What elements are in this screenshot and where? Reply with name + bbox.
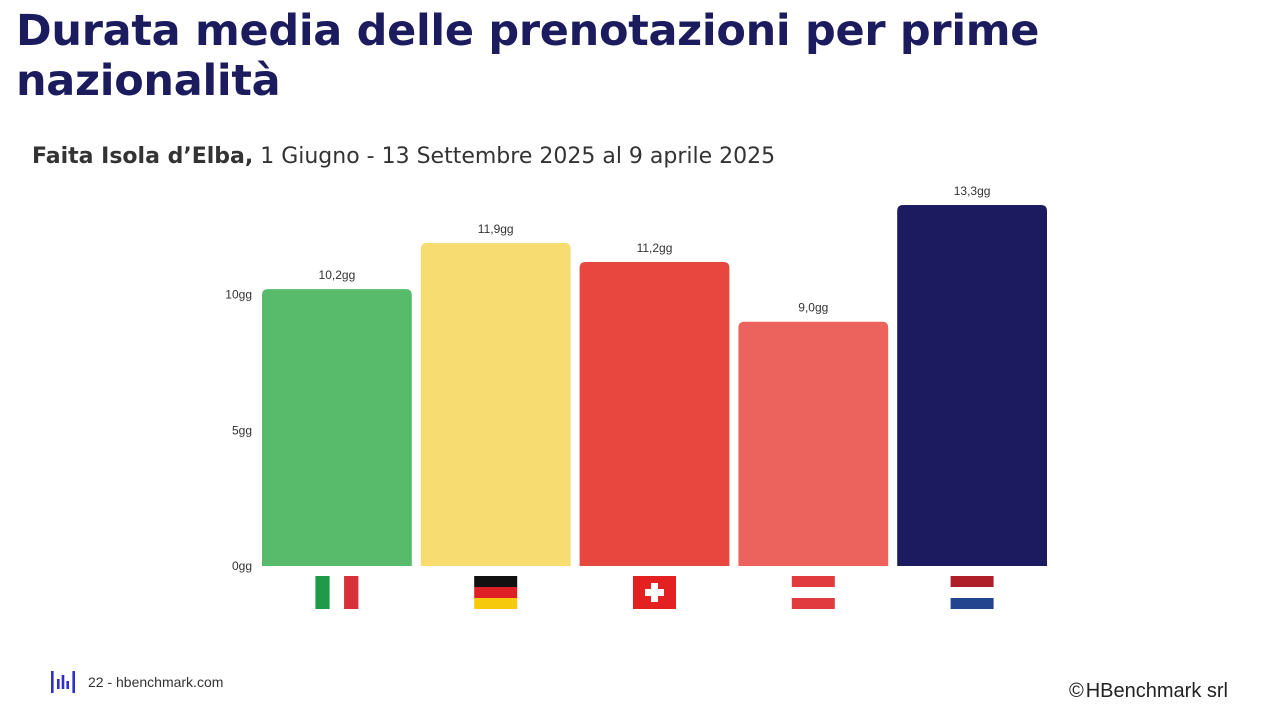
bar-svizzera	[579, 262, 730, 566]
bar-value-label: 13,3gg	[954, 184, 991, 198]
hbenchmark-logo-icon	[51, 671, 75, 693]
page-number-site: 22 - hbenchmark.com	[88, 674, 224, 690]
copyright-icon: ©	[1068, 680, 1084, 702]
flag-germany-icon	[474, 576, 518, 609]
flag-italy-icon	[315, 576, 359, 609]
page-title: Durata media delle prenotazioni per prim…	[16, 6, 1040, 106]
chart-subtitle: Faita Isola d’Elba, 1 Giugno - 13 Settem…	[32, 144, 775, 169]
bar-value-label: 10,2gg	[319, 268, 356, 282]
bar-paesi-bassi	[897, 205, 1047, 566]
bar-value-label: 11,2gg	[637, 241, 673, 255]
y-tick-label: 0gg	[232, 559, 252, 573]
bar-austria	[738, 321, 889, 566]
copyright-owner: HBenchmark srl	[1085, 680, 1228, 702]
y-tick-label: 10gg	[225, 288, 252, 302]
bar-germania	[420, 243, 571, 566]
y-tick-label: 5gg	[232, 423, 252, 437]
subtitle-location: Faita Isola d’Elba,	[32, 144, 254, 169]
flag-netherlands-icon	[950, 576, 994, 609]
copyright-notice: © HBenchmark srl	[1069, 680, 1228, 703]
bar-value-label: 9,0gg	[798, 301, 828, 315]
subtitle-period: 1 Giugno - 13 Settembre 2025 al 9 aprile…	[253, 144, 776, 169]
footer: 22 - hbenchmark.com	[50, 669, 223, 695]
flag-austria-icon	[791, 576, 835, 609]
flag-switzerland-icon	[633, 576, 676, 609]
bar-italia	[262, 289, 412, 566]
bar-value-label: 11,9gg	[478, 222, 514, 236]
